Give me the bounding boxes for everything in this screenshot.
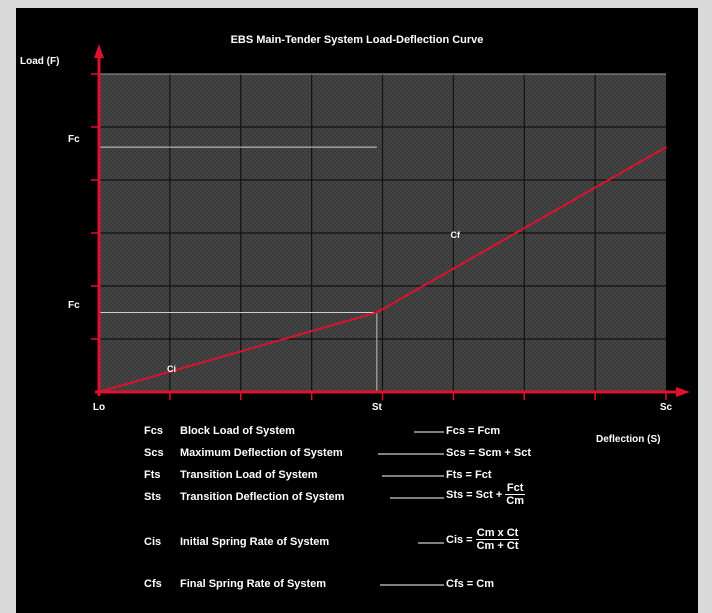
legend-label: Transition Deflection of System — [180, 491, 345, 503]
fraction-numerator: Fct — [505, 482, 525, 495]
data-point — [376, 311, 378, 314]
legend-formula: Fcs = Fcm — [446, 425, 501, 437]
y-tick-label: Fc — [68, 134, 80, 146]
legend-symbol: Scs — [144, 447, 164, 459]
legend-symbol: Fts — [144, 469, 161, 481]
legend-label: Final Spring Rate of System — [180, 578, 327, 590]
legend-symbol: Cfs — [144, 578, 162, 590]
legend-formula: Cfs = Cm — [446, 578, 494, 590]
legend-formula: Fts = Fct — [446, 469, 492, 481]
y-axis-label: Load (F) — [20, 56, 60, 67]
data-point — [665, 146, 667, 148]
legend-formula: Scs = Scm + Sct — [446, 447, 531, 459]
legend-label: Block Load of System — [180, 425, 295, 437]
legend-label: Initial Spring Rate of System — [180, 536, 330, 548]
slope-annotation: Cf — [450, 230, 461, 241]
legend-leader-lines — [378, 431, 444, 586]
fraction-denominator: Cm + Ct — [476, 540, 519, 552]
legend-label: Maximum Deflection of System — [180, 447, 343, 459]
formula-lead: Cis = — [446, 533, 473, 546]
x-axis-arrow — [676, 387, 690, 397]
chart-panel: EBS Main-Tender System Load-Deflection C… — [16, 8, 698, 613]
chart-svg — [91, 44, 690, 586]
legend-symbol: Sts — [144, 491, 162, 503]
reference-lines — [99, 146, 378, 392]
formula-lead: Sts = Sct + — [446, 488, 503, 501]
legend-formula: Sts = Sct + Fct Cm — [446, 482, 525, 507]
legend-symbol: Fcs — [144, 425, 163, 437]
y-axis-arrow — [94, 44, 104, 58]
fraction-denominator: Cm — [506, 495, 524, 507]
legend-symbol: Cis — [144, 536, 162, 548]
x-tick-label: St — [371, 402, 382, 413]
fraction-numerator: Cm x Ct — [475, 527, 520, 540]
grid-lines — [99, 73, 666, 392]
axes-group — [91, 44, 690, 400]
legend-formula: Cis = Cm x Ct Cm + Ct — [446, 527, 520, 552]
x-axis-label: Deflection (S) — [596, 434, 661, 445]
x-tick-label: Lo — [92, 402, 106, 413]
y-tick-label: Fc — [68, 299, 80, 311]
formula-fraction: Fct Cm — [505, 482, 525, 507]
chart-title: EBS Main-Tender System Load-Deflection C… — [230, 34, 484, 46]
formula-fraction: Cm x Ct Cm + Ct — [475, 527, 520, 552]
legend-label: Transition Load of System — [180, 469, 318, 481]
slope-annotation: Ci — [167, 363, 177, 374]
x-tick-label: Sc — [659, 402, 673, 413]
